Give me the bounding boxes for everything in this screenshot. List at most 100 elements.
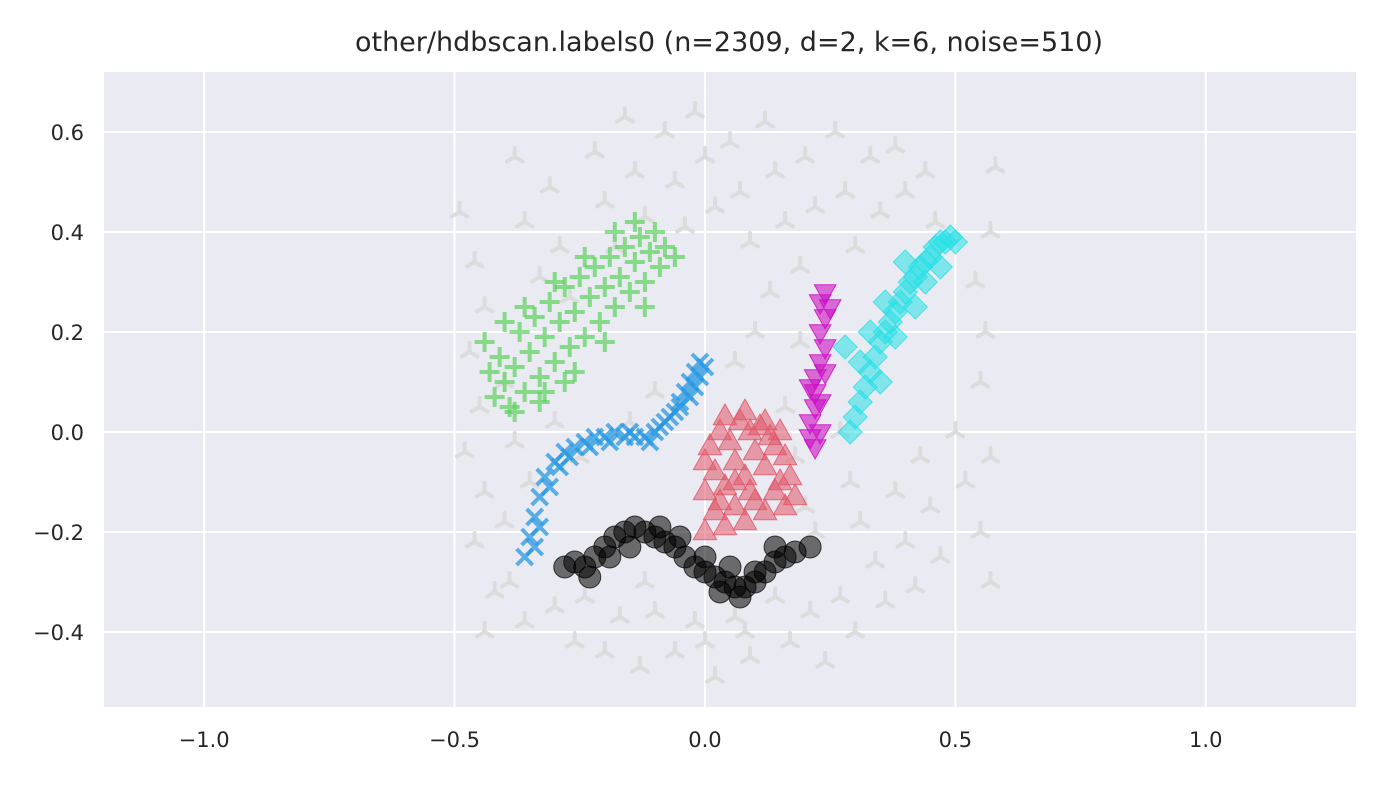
point-tri-down — [803, 439, 827, 461]
point-x — [560, 447, 580, 467]
point-plus — [644, 222, 665, 242]
point-tri — [665, 641, 685, 659]
point-plus — [514, 382, 535, 402]
point-tri — [595, 641, 615, 659]
point-plus — [569, 267, 590, 287]
point-tri — [755, 111, 775, 129]
point-tri — [945, 421, 966, 439]
point-tri — [815, 651, 835, 669]
point-plus — [639, 242, 660, 262]
point-plus — [559, 337, 580, 357]
point-tri — [499, 571, 520, 589]
point-diamond — [902, 294, 929, 320]
point-plus — [529, 367, 550, 387]
point-tri — [474, 621, 495, 639]
point-tri — [910, 446, 931, 464]
point-tri — [695, 146, 715, 164]
point-plus — [524, 307, 545, 327]
point-plus — [609, 267, 630, 287]
point-plus — [624, 212, 645, 232]
point-circle — [763, 535, 787, 559]
point-tri-up — [707, 417, 733, 441]
point-x — [620, 422, 640, 442]
point-plus — [629, 227, 650, 247]
point-circle — [578, 565, 602, 589]
point-tri — [830, 586, 850, 604]
point-tri-up — [692, 477, 718, 501]
point-x — [580, 437, 600, 457]
point-tri — [655, 121, 675, 139]
point-tri — [595, 191, 615, 209]
point-tri-up — [732, 397, 758, 421]
y-tick-label: −0.4 — [33, 621, 84, 645]
point-diamond — [847, 349, 873, 375]
point-x — [670, 392, 690, 412]
point-tri — [795, 146, 815, 164]
y-tick-label: −0.2 — [33, 521, 84, 545]
y-axis-ticks: −0.4 −0.2 0.0 0.2 0.4 0.6 — [33, 121, 84, 645]
point-tri-down — [813, 339, 837, 361]
point-tri — [454, 441, 475, 459]
point-plus — [564, 302, 585, 322]
point-tri — [775, 396, 795, 414]
point-diamond — [832, 334, 858, 360]
point-tri — [464, 531, 485, 549]
point-tri-up — [732, 507, 758, 531]
point-tri-down — [813, 364, 837, 386]
point-tri-up — [752, 497, 778, 521]
point-tri — [760, 281, 780, 299]
point-tri — [474, 481, 495, 499]
point-tri — [574, 586, 595, 604]
x-tick-label: −1.0 — [179, 728, 230, 752]
point-diamond — [892, 249, 918, 275]
series-tri-up — [692, 397, 808, 541]
series-circle — [553, 515, 822, 609]
point-circle — [743, 560, 767, 584]
point-tri-down — [808, 424, 832, 446]
point-tri — [559, 286, 580, 304]
point-tri-up — [722, 467, 748, 491]
point-tri — [845, 236, 865, 254]
point-plus — [554, 372, 575, 392]
point-diamond — [942, 229, 969, 255]
point-tri — [850, 511, 871, 529]
point-tri-down — [798, 379, 822, 401]
point-plus — [604, 222, 625, 242]
point-tri-down — [808, 324, 832, 346]
point-x — [565, 437, 585, 457]
point-tri — [625, 161, 645, 179]
point-plus — [594, 277, 615, 297]
point-tri — [765, 161, 785, 179]
x-tick-label: 1.0 — [1189, 728, 1222, 752]
point-plus — [544, 352, 565, 372]
point-plus — [589, 312, 610, 332]
point-plus — [564, 362, 585, 382]
point-tri — [645, 601, 665, 619]
point-plus — [544, 272, 565, 292]
point-x — [600, 432, 620, 452]
point-tri — [494, 511, 515, 529]
point-plus — [494, 372, 515, 392]
point-plus — [579, 287, 600, 307]
point-tri — [504, 146, 525, 164]
point-tri-up — [692, 447, 718, 471]
point-tri — [980, 571, 1001, 589]
point-tri — [584, 141, 605, 159]
point-plus — [534, 327, 555, 347]
point-tri — [720, 131, 740, 149]
point-tri-down — [808, 394, 832, 416]
point-tri-up — [782, 482, 808, 506]
point-tri — [865, 551, 886, 569]
point-tri — [695, 631, 715, 649]
point-diamond — [857, 319, 883, 345]
point-tri — [675, 216, 695, 234]
point-diamond — [867, 369, 893, 395]
point-tri — [740, 646, 760, 664]
point-tri — [610, 606, 630, 624]
point-x — [690, 367, 710, 387]
point-tri — [980, 221, 1001, 239]
point-tri — [860, 146, 881, 164]
point-circle — [648, 515, 672, 539]
point-circle — [708, 580, 732, 604]
point-tri — [790, 256, 810, 274]
